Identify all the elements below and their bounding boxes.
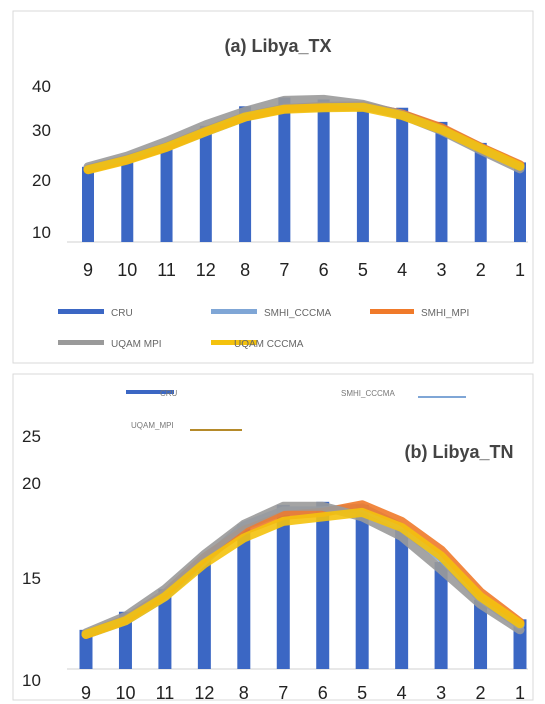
panel-b-bar xyxy=(395,528,409,669)
panel-b-bar xyxy=(434,562,448,669)
legend-label: SMHI_MPI xyxy=(421,308,469,319)
panel-a-title: (a) Libya_TX xyxy=(224,36,331,56)
panel-b-xtick: 11 xyxy=(156,683,175,703)
panel-b-xtick: 1 xyxy=(515,683,525,703)
legend-label: CRU xyxy=(160,389,178,398)
panel-b-xtick: 3 xyxy=(436,683,446,703)
panel-a-xtick: 2 xyxy=(476,260,486,280)
panel-a-ytick: 40 xyxy=(32,77,51,96)
panel-a-xtick: 5 xyxy=(358,260,368,280)
panel-b-plot: 9 10 11 12 8 7 6 5 4 3 2 1 xyxy=(79,500,527,703)
panel-b-bar xyxy=(316,501,330,669)
panel-a-legend: CRU SMHI_CCCMA SMHI_MPI UQAM MPI UQAM CC… xyxy=(58,308,469,350)
panel-b-bar xyxy=(237,524,251,669)
panel-b-xtick: 2 xyxy=(476,683,486,703)
panel-a-bar xyxy=(121,156,134,242)
panel-b-xtick: 10 xyxy=(115,683,135,703)
legend-swatch-smhi-cccma xyxy=(211,309,257,314)
panel-b-ytick: 25 xyxy=(22,427,41,446)
panel-b-bar xyxy=(355,504,369,669)
panel-a-xtick: 8 xyxy=(240,260,250,280)
panel-a-bar xyxy=(160,143,173,242)
panel-b-bar xyxy=(197,559,211,669)
panel-a-ytick: 30 xyxy=(32,121,51,140)
legend-label: UQAM_MPI xyxy=(131,421,174,430)
panel-b-title: (b) Libya_TN xyxy=(404,442,513,462)
panel-b-legend: CRU SMHI_CCCMA UQAM_MPI xyxy=(126,389,466,431)
panel-b-series-line-uqam-cccma xyxy=(81,507,525,639)
panel-a-xtick: 11 xyxy=(157,260,176,280)
panel-a-bar xyxy=(278,97,291,242)
panel-a-xtick: 10 xyxy=(117,260,137,280)
legend-label: UQAM MPI xyxy=(111,339,162,350)
panel-a-bar xyxy=(82,166,94,242)
panel-b-xtick: 5 xyxy=(357,683,367,703)
panel-a-bar xyxy=(356,102,369,242)
panel-b-xtick: 9 xyxy=(81,683,91,703)
panel-b-ytick: 15 xyxy=(22,569,41,588)
panel-a-xtick: 7 xyxy=(279,260,289,280)
panel-b-series-line-uqam-mpi xyxy=(81,501,525,638)
panel-a-xtick: 4 xyxy=(397,260,407,280)
panel-a-bar xyxy=(396,107,409,242)
panel-a-ytick: 20 xyxy=(32,171,51,190)
legend-swatch-cru xyxy=(58,309,104,314)
panel-b-bar xyxy=(276,504,290,669)
panel-b-bar xyxy=(474,599,488,669)
panel-a-xtick: 12 xyxy=(196,260,216,280)
legend-swatch-smhi-mpi xyxy=(370,309,414,314)
legend-swatch-uqam-mpi xyxy=(58,340,104,345)
legend-swatch-uqam-cccma xyxy=(211,340,257,345)
panel-a-bar xyxy=(317,99,330,242)
panel-a-xtick: 6 xyxy=(319,260,329,280)
legend-swatch-uqam-mpi xyxy=(190,429,242,431)
panel-b-ytick: 10 xyxy=(22,671,41,690)
panel-a-ytick: 10 xyxy=(32,223,51,242)
panel-a-xtick: 1 xyxy=(515,260,525,280)
panel-a-bar xyxy=(514,162,526,242)
panel-a-bar xyxy=(435,121,448,242)
panel-b-xtick: 4 xyxy=(397,683,407,703)
panel-a-bar xyxy=(474,142,487,242)
legend-label: UQAM CCCMA xyxy=(234,339,304,350)
legend-label: SMHI_CCCMA xyxy=(264,308,332,319)
panel-b-xtick: 6 xyxy=(318,683,328,703)
panel-b-xtick: 7 xyxy=(278,683,288,703)
panel-a-plot: 9 10 11 12 8 7 6 5 4 3 2 1 xyxy=(82,94,526,280)
panel-a-xtick: 9 xyxy=(83,260,93,280)
legend-swatch-smhi-cccma xyxy=(418,396,466,398)
panel-b-xtick: 8 xyxy=(239,683,249,703)
panel-b-bar xyxy=(158,589,172,669)
legend-label: CRU xyxy=(111,308,133,319)
panel-a-bar xyxy=(239,106,252,242)
panel-b-xtick: 12 xyxy=(194,683,214,703)
panel-a-series-line-uqam-cccma xyxy=(83,102,525,175)
panel-a-bar xyxy=(199,125,212,242)
panel-b-bar xyxy=(79,629,93,669)
legend-swatch-cru xyxy=(126,390,174,394)
panel-b-ytick: 20 xyxy=(22,474,41,493)
legend-label: SMHI_CCCMA xyxy=(341,389,395,398)
panel-a-xtick: 3 xyxy=(436,260,446,280)
